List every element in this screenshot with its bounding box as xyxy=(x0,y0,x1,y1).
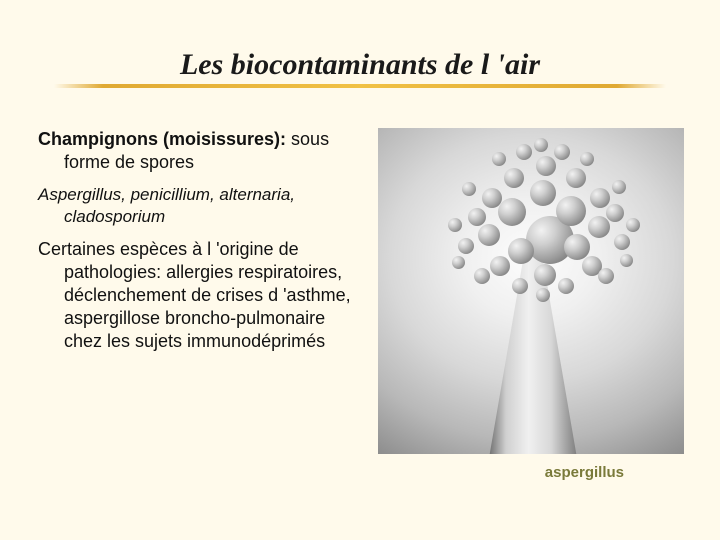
body-para: Certaines espèces à l 'origine de pathol… xyxy=(38,238,358,353)
image-column: aspergillus xyxy=(368,128,684,481)
slide-title: Les biocontaminants de l 'air xyxy=(180,48,540,82)
species-list: Aspergillus, penicillium, alternaria, cl… xyxy=(38,184,358,228)
microscopy-image xyxy=(378,128,684,454)
text-column: Champignons (moisissures): sous forme de… xyxy=(38,128,358,481)
content-row: Champignons (moisissures): sous forme de… xyxy=(0,90,720,481)
heading-para: Champignons (moisissures): sous forme de… xyxy=(38,128,358,174)
spore-head xyxy=(438,138,638,308)
title-underline xyxy=(54,84,666,88)
heading-bold: Champignons (moisissures): xyxy=(38,129,286,149)
image-caption: aspergillus xyxy=(545,464,684,481)
